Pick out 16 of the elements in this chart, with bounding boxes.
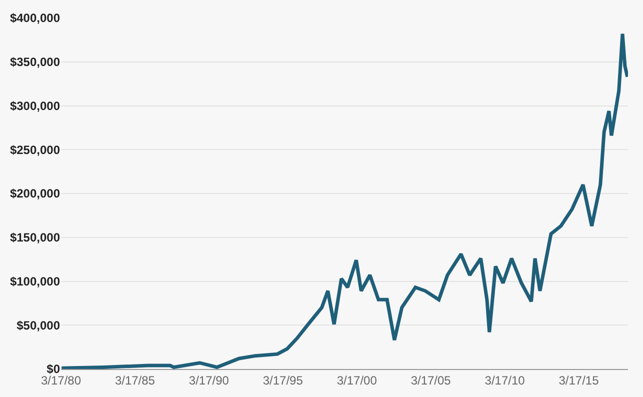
y-tick-label: $100,000 xyxy=(10,274,60,288)
x-tick-label: 3/17/90 xyxy=(188,373,230,388)
y-tick-label: $300,000 xyxy=(10,98,60,113)
line-series xyxy=(61,32,628,369)
y-tick-label: $200,000 xyxy=(10,186,60,201)
x-tick-label: 3/17/05 xyxy=(410,373,452,388)
x-tick-label: 3/17/10 xyxy=(484,373,526,388)
y-tick-label: $350,000 xyxy=(10,55,60,70)
y-tick-label: $150,000 xyxy=(10,230,60,245)
x-tick-label: 3/17/00 xyxy=(336,373,378,388)
y-tick-label: $250,000 xyxy=(10,142,60,157)
y-tick-label: $50,000 xyxy=(16,318,60,332)
x-tick-label: 3/17/15 xyxy=(558,373,600,388)
x-tick-label: 3/17/95 xyxy=(262,373,304,388)
y-tick-label: $400,000 xyxy=(10,11,60,26)
x-tick-label: 3/17/85 xyxy=(114,373,156,388)
